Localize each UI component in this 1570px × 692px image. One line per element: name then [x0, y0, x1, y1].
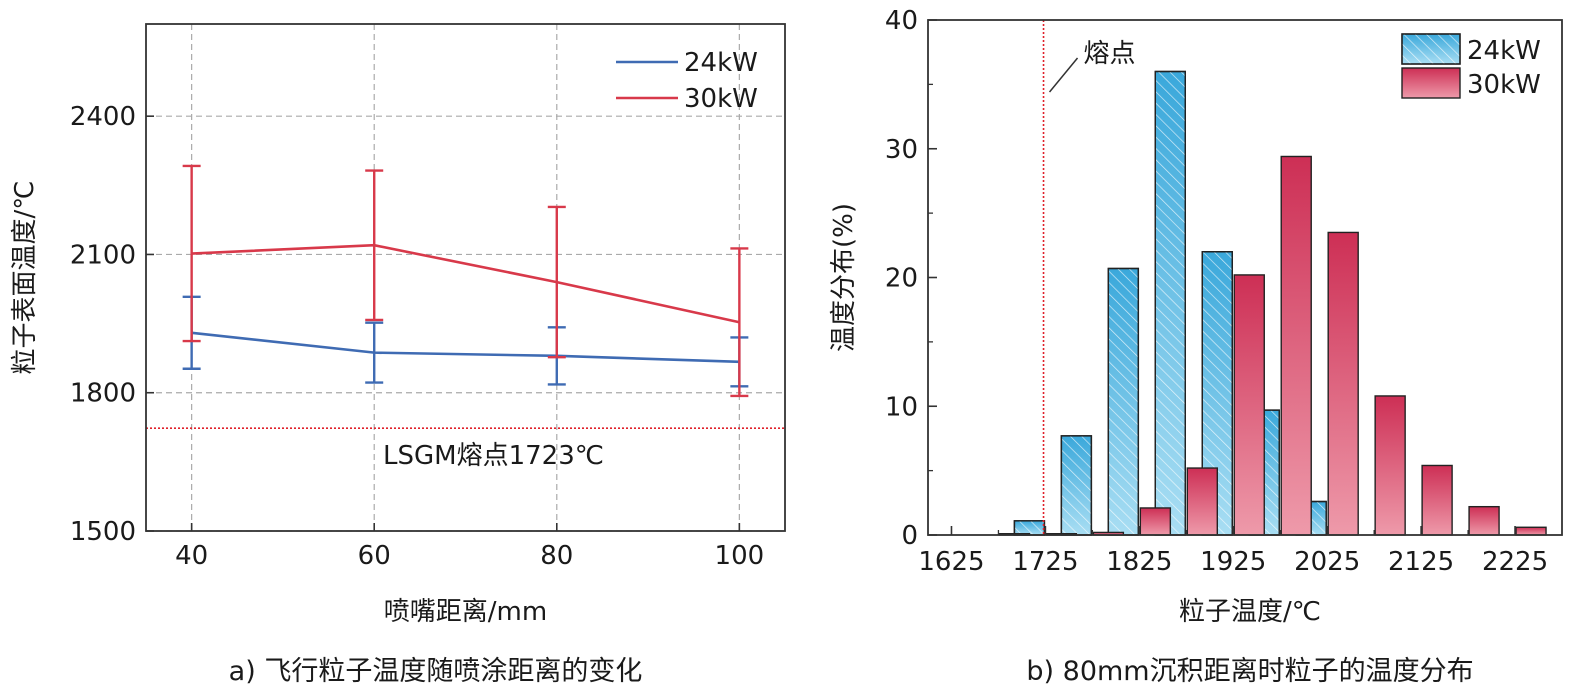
histogram-bar-30kw [1421, 464, 1453, 536]
y-tick-label: 1500 [70, 517, 136, 547]
bar-fill [1468, 505, 1500, 536]
chart-a-y-ticks: 1500 1800 2100 2400 [70, 102, 154, 547]
chart-a-series [182, 164, 749, 398]
x-tick-label: 80 [540, 541, 573, 571]
histogram-bar-24kw [1013, 520, 1046, 536]
legend-swatch-30kw [1401, 67, 1461, 99]
x-tick-label: 100 [715, 541, 765, 571]
bar-hatch [1107, 267, 1140, 536]
histogram-bar-24kw [1107, 267, 1140, 536]
legend-label-24kw: 24kW [684, 48, 758, 78]
error-bar-30kw [182, 164, 201, 343]
chart-b-x-ticks: 1625 1725 1825 1925 2025 2125 2225 [918, 526, 1548, 577]
x-tick-label: 2125 [1388, 547, 1454, 577]
series-line-24kw [191, 331, 740, 364]
x-tick-label: 40 [175, 541, 208, 571]
legend-swatch-24kw-hatch [1401, 33, 1461, 65]
chart-b-x-axis-title: 粒子温度/℃ [1179, 597, 1321, 627]
y-tick-label: 30 [885, 135, 918, 165]
x-tick-label: 2225 [1482, 547, 1548, 577]
x-tick-label: 2025 [1294, 547, 1360, 577]
bar-fill [1327, 231, 1359, 536]
chart-a-caption: a) 飞行粒子温度随喷涂距离的变化 [229, 656, 643, 687]
bar-hatch [1060, 435, 1093, 536]
error-bar-24kw [365, 321, 384, 384]
y-tick-label: 2100 [70, 240, 136, 270]
chart-b-y-axis-title: 温度分布(%) [829, 203, 859, 352]
histogram-bar-24kw [1060, 435, 1093, 536]
chart-b-caption: b) 80mm沉积距离时粒子的温度分布 [1026, 656, 1473, 687]
histogram-bar-30kw [1280, 155, 1312, 536]
histogram-bar-30kw [1233, 274, 1265, 536]
chart-b-legend: 24kW 30kW [1401, 33, 1541, 100]
y-tick-label: 0 [901, 521, 918, 551]
melting-point-label-b: 熔点 [1084, 39, 1136, 69]
bar-hatch [1154, 70, 1186, 536]
histogram-bar-30kw [1468, 505, 1500, 536]
histogram-bar-24kw [1154, 70, 1186, 536]
bar-fill [1186, 467, 1218, 536]
legend-label-24kw-b: 24kW [1467, 36, 1541, 66]
chart-temperature-vs-distance: LSGM熔点1723℃ 1500 1800 2100 2400 40 60 80 100 喷… [10, 23, 786, 687]
chart-b-bars [998, 70, 1547, 536]
error-bar-30kw [365, 169, 384, 322]
bar-fill [1515, 526, 1547, 536]
x-tick-label: 1925 [1200, 547, 1266, 577]
bar-fill [1280, 155, 1312, 536]
chart-a-frame [145, 23, 786, 532]
error-bar-30kw [730, 247, 749, 398]
histogram-bar-30kw [1374, 395, 1406, 536]
legend-label-30kw-b: 30kW [1467, 70, 1541, 100]
x-tick-label: 60 [358, 541, 391, 571]
legend-label-30kw: 30kW [684, 84, 758, 114]
histogram-bar-30kw [1515, 526, 1547, 536]
histogram-bar-30kw [1139, 507, 1172, 536]
y-tick-label: 40 [885, 6, 918, 36]
bar-fill [1233, 274, 1265, 536]
histogram-bar-30kw [1186, 467, 1218, 536]
x-tick-label: 1625 [918, 547, 984, 577]
chart-b-y-ticks: 0 10 20 30 40 [885, 6, 937, 551]
chart-temperature-distribution: 熔点 0 10 20 30 40 1625 1725 1825 1925 2025 2125 222… [829, 6, 1563, 687]
chart-a-legend: 24kW 30kW [616, 48, 758, 114]
series-line-30kw [191, 243, 740, 324]
x-tick-label: 1825 [1106, 547, 1172, 577]
y-tick-label: 2400 [70, 102, 136, 132]
chart-a-x-ticks: 40 60 80 100 [175, 523, 764, 571]
bar-fill [1374, 395, 1406, 536]
chart-a-x-axis-title: 喷嘴距离/mm [384, 597, 547, 627]
melting-point-label: LSGM熔点1723℃ [383, 441, 604, 471]
bar-hatch [1013, 520, 1046, 536]
histogram-bar-30kw [1327, 231, 1359, 536]
chart-a-y-axis-title: 粒子表面温度/℃ [10, 181, 40, 375]
bar-fill [1139, 507, 1172, 536]
melting-point-pointer [1048, 57, 1079, 93]
y-tick-label: 1800 [70, 379, 136, 409]
x-tick-label: 1725 [1012, 547, 1078, 577]
y-tick-label: 10 [885, 392, 918, 422]
error-bar-30kw [547, 205, 566, 359]
bar-fill [1421, 464, 1453, 536]
y-tick-label: 20 [885, 264, 918, 294]
